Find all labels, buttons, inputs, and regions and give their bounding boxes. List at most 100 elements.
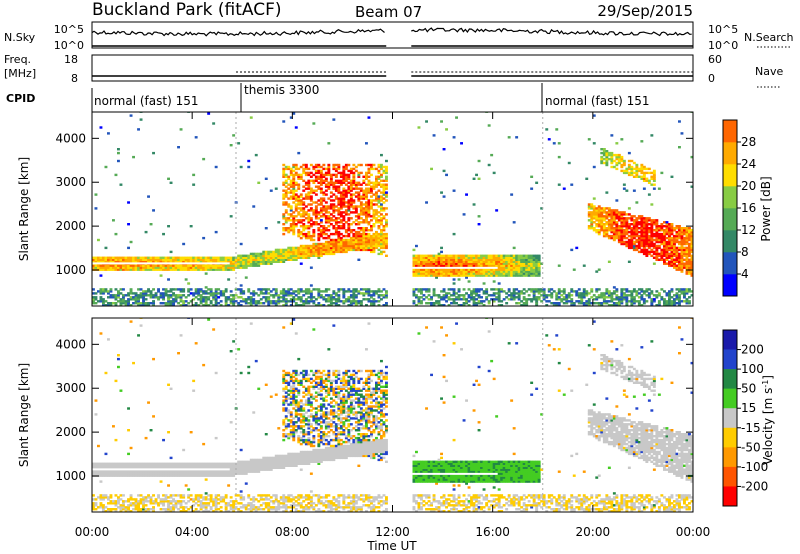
power-cell [370,248,373,252]
power-cell [380,165,383,169]
power-cell [620,302,624,305]
power-cell [510,298,514,301]
power-cell [607,153,611,157]
power-cell [683,264,686,267]
power-cell [620,230,624,234]
velocity-cell [142,464,145,467]
power-cell [663,258,666,261]
power-cell [372,163,376,167]
power-cell [620,225,624,228]
power-cell [314,304,318,306]
power-cell [317,211,321,214]
power-cell [585,300,589,303]
power-cell [217,260,221,263]
power-cell [640,175,644,178]
power-cell [357,191,361,194]
velocity-cell [102,498,105,501]
power-cell [352,234,356,238]
power-cell [192,292,196,295]
power-cell [294,302,298,305]
power-cell [239,262,243,265]
power-cell [427,264,431,267]
power-cell [547,290,551,293]
power-cell [605,229,609,232]
power-cell [683,296,686,299]
power-cell [645,171,649,175]
power-cell [497,254,501,257]
velocity-cell [137,502,140,505]
power-cell [540,207,544,210]
power-cell [415,274,418,277]
power-cell [169,296,173,299]
power-cell [317,227,321,230]
power-cell [385,167,388,171]
power-cell [112,256,115,259]
power-cell [334,197,338,200]
power-cell [617,227,621,230]
power-cell [665,221,669,224]
power-cell [279,300,283,303]
power-cell [352,294,356,297]
power-cell [187,268,191,271]
power-cell [162,256,165,259]
power-cell [129,114,133,117]
power-cell [475,254,478,257]
power-cell [532,274,536,277]
power-cell [257,256,261,259]
power-cell [182,256,186,259]
power-cell [299,175,303,178]
power-cell [690,262,693,265]
power-cell [244,300,248,303]
power-cell [332,207,336,210]
power-cell [289,229,293,232]
power-cell [307,221,311,224]
power-cell [688,238,691,242]
power-cell [307,254,311,257]
power-cell [427,260,431,263]
power-cell [132,298,135,301]
power-cell [282,227,286,230]
power-cell [359,234,363,238]
power-cell [597,288,601,291]
power-cell [642,187,646,190]
power-cell [294,195,298,198]
power-cell [370,238,373,242]
power-cell [680,242,684,246]
power-cell [349,193,353,196]
power-cell [289,298,293,301]
power-cell [645,240,649,244]
power-cell [650,219,654,222]
power-cell [417,272,421,275]
power-cell [437,260,441,263]
power-cell [347,201,351,204]
power-cell [289,288,293,291]
power-cell [372,298,376,301]
power-cell [530,266,534,269]
power-cell [532,294,536,297]
power-cell [307,191,311,194]
power-cell [372,236,376,240]
power-cell [683,232,686,236]
power-cell [567,161,571,165]
power-cell [365,238,368,242]
velocity-cell [107,498,110,501]
power-cell [382,215,386,218]
power-cell [552,142,556,145]
power-cell [319,171,323,175]
power-cell [352,187,356,190]
power-cell [354,246,358,250]
power-cell [670,288,674,291]
power-cell [590,213,594,216]
power-cell [227,266,231,269]
power-cell [600,225,604,228]
power-cell [660,296,664,299]
power-cell [475,290,478,293]
power-cell [615,221,619,224]
power-cell [347,209,351,212]
power-cell [297,195,301,198]
power-cell [612,213,616,216]
power-cell [352,207,356,210]
power-cell [319,230,323,234]
power-cell [352,205,356,208]
power-cell [557,155,561,159]
